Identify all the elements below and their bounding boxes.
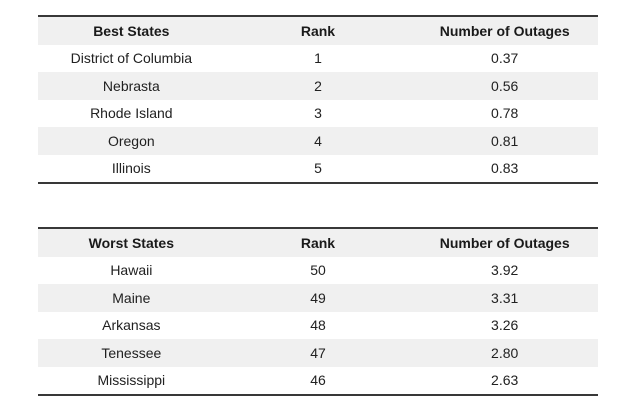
state-cell: Maine: [112, 289, 151, 306]
outages-cell: 0.83: [491, 160, 519, 177]
state-cell: District of Columbia: [70, 50, 193, 67]
state-cell: Mississippi: [97, 372, 166, 389]
outages-cell: 3.31: [491, 289, 519, 306]
rank-cell: 2: [314, 77, 322, 94]
rank-cell: 46: [310, 372, 326, 389]
rank-cell: 49: [310, 289, 326, 306]
outages-cell: 3.26: [491, 317, 519, 334]
table-row: Arkansas 48 3.26: [38, 311, 598, 339]
best-states-column-header: Best States: [93, 22, 170, 39]
table-row: Nebrasta 2 0.56: [38, 72, 598, 100]
outages-cell: 2.80: [491, 344, 519, 361]
rank-cell: 1: [314, 50, 322, 67]
outages-cell: 0.37: [491, 50, 519, 67]
state-cell: Rhode Island: [90, 105, 173, 122]
state-cell: Hawaii: [110, 262, 153, 279]
rank-cell: 3: [314, 105, 322, 122]
rank-cell: 5: [314, 160, 322, 177]
table-row: Hawaii 50 3.92: [38, 256, 598, 284]
table-row: Maine 49 3.31: [38, 284, 598, 312]
outages-column-header: Number of Outages: [439, 22, 570, 39]
table-row: Illinois 5 0.83: [38, 154, 598, 183]
outages-cell: 0.78: [491, 105, 519, 122]
page: Best States Rank Number of Outages Distr…: [0, 15, 624, 417]
worst-states-column-header: Worst States: [88, 234, 174, 251]
outages-cell: 0.56: [491, 77, 519, 94]
outages-cell: 3.92: [491, 262, 519, 279]
state-cell: Tenessee: [101, 344, 162, 361]
rank-column-header: Rank: [300, 234, 336, 251]
table-row: Rhode Island 3 0.78: [38, 99, 598, 127]
table-row: Tenessee 47 2.80: [38, 339, 598, 367]
worst-states-header-row: Worst States Rank Number of Outages: [38, 228, 598, 257]
rank-cell: 48: [310, 317, 326, 334]
table-row: Mississippi 46 2.63: [38, 366, 598, 395]
best-states-table: Best States Rank Number of Outages Distr…: [38, 15, 598, 184]
state-cell: Arkansas: [102, 317, 161, 334]
table-row: Oregon 4 0.81: [38, 127, 598, 155]
rank-cell: 47: [310, 344, 326, 361]
outages-cell: 0.81: [491, 132, 519, 149]
worst-states-table: Worst States Rank Number of Outages Hawa…: [38, 227, 598, 396]
state-cell: Oregon: [107, 132, 155, 149]
outages-cell: 2.63: [491, 372, 519, 389]
outages-column-header: Number of Outages: [439, 234, 570, 251]
state-cell: Nebrasta: [102, 77, 160, 94]
state-cell: Illinois: [111, 160, 151, 177]
table-row: District of Columbia 1 0.37: [38, 44, 598, 72]
rank-column-header: Rank: [300, 22, 336, 39]
rank-cell: 50: [310, 262, 326, 279]
best-states-header-row: Best States Rank Number of Outages: [38, 16, 598, 45]
rank-cell: 4: [314, 132, 322, 149]
